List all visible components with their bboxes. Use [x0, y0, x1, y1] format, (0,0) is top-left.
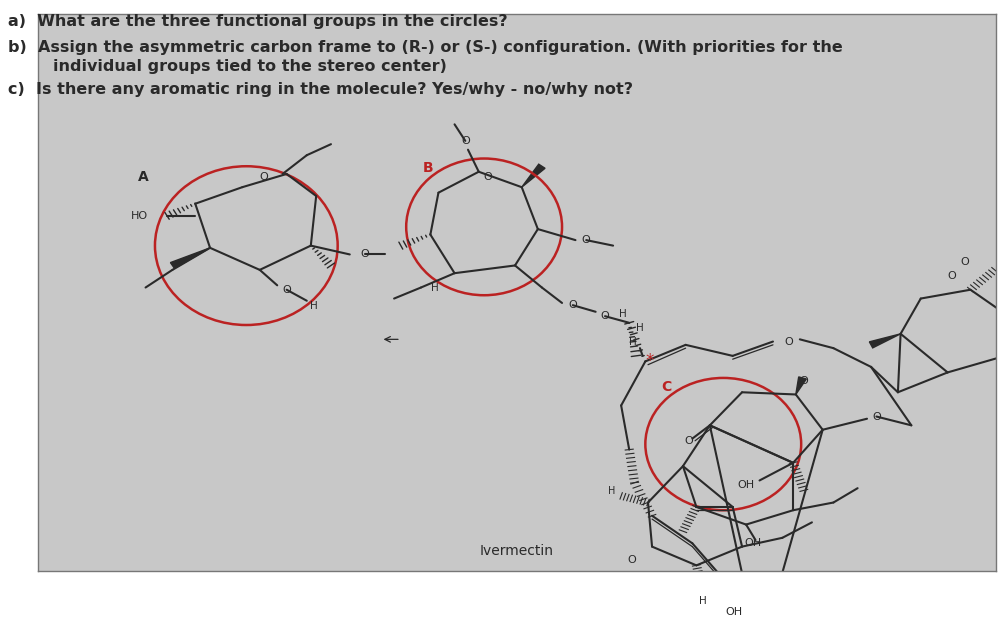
Text: O: O [800, 376, 809, 386]
Text: O: O [461, 136, 470, 146]
Text: O: O [684, 436, 692, 446]
Text: H: H [608, 486, 616, 497]
Text: Ivermectin: Ivermectin [479, 544, 553, 558]
Text: B: B [423, 161, 433, 175]
Polygon shape [170, 248, 210, 268]
Text: O: O [582, 235, 590, 245]
Text: O: O [568, 300, 577, 310]
Text: individual groups tied to the stereo center): individual groups tied to the stereo cen… [8, 59, 447, 74]
Text: H: H [636, 323, 644, 333]
Text: H: H [699, 596, 707, 605]
Text: O: O [260, 172, 269, 182]
Polygon shape [522, 164, 545, 187]
Text: A: A [137, 170, 148, 184]
Text: O: O [872, 412, 881, 422]
Text: H: H [618, 309, 626, 319]
Text: c)  Is there any aromatic ring in the molecule? Yes/why - no/why not?: c) Is there any aromatic ring in the mol… [8, 82, 633, 97]
Text: O: O [283, 285, 291, 295]
Text: O: O [947, 271, 956, 282]
Text: O: O [360, 250, 369, 259]
Text: O: O [627, 555, 636, 565]
Text: O: O [600, 311, 609, 321]
Text: OH: OH [725, 607, 742, 617]
Text: O: O [484, 172, 493, 182]
Polygon shape [870, 334, 901, 348]
Text: OH: OH [737, 480, 755, 490]
Text: *: * [645, 353, 653, 371]
Text: H: H [310, 301, 318, 311]
Text: H: H [431, 282, 438, 292]
Text: C: C [661, 380, 672, 394]
Text: b)  Assign the asymmetric carbon frame to (R-) or (S-) configuration. (With prio: b) Assign the asymmetric carbon frame to… [8, 40, 843, 55]
Text: O: O [785, 337, 794, 346]
Text: O: O [961, 257, 970, 267]
Text: HO: HO [131, 211, 148, 221]
Text: OH: OH [744, 538, 762, 548]
Text: H: H [629, 337, 637, 346]
Polygon shape [796, 377, 807, 394]
Text: a)  What are the three functional groups in the circles?: a) What are the three functional groups … [8, 14, 508, 29]
